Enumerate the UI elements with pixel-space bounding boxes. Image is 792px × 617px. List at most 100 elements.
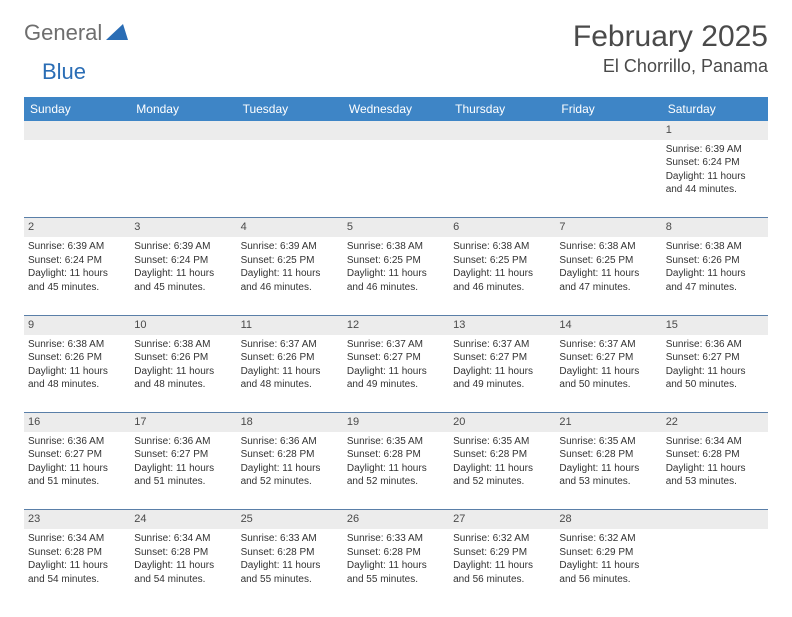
day-data-cell: Sunrise: 6:38 AMSunset: 6:25 PMDaylight:… xyxy=(343,237,449,315)
sunset-line: Sunset: 6:28 PM xyxy=(241,448,339,462)
daylight-line1: Daylight: 11 hours xyxy=(28,267,126,281)
daylight-line2: and 44 minutes. xyxy=(666,183,764,197)
daylight-line1: Daylight: 11 hours xyxy=(134,462,232,476)
sunrise-line: Sunrise: 6:37 AM xyxy=(241,338,339,352)
weekday-header: Friday xyxy=(555,97,661,121)
day-number-cell: 13 xyxy=(449,315,555,334)
sunrise-line: Sunrise: 6:34 AM xyxy=(134,532,232,546)
day-number-cell: 2 xyxy=(24,218,130,237)
sunrise-line: Sunrise: 6:34 AM xyxy=(28,532,126,546)
sunrise-line: Sunrise: 6:39 AM xyxy=(241,240,339,254)
daylight-line1: Daylight: 11 hours xyxy=(134,365,232,379)
brand-logo: General xyxy=(24,20,130,46)
sunset-line: Sunset: 6:27 PM xyxy=(134,448,232,462)
daylight-line2: and 48 minutes. xyxy=(28,378,126,392)
daylight-line2: and 52 minutes. xyxy=(347,475,445,489)
daylight-line1: Daylight: 11 hours xyxy=(559,267,657,281)
sunrise-line: Sunrise: 6:35 AM xyxy=(453,435,551,449)
sunset-line: Sunset: 6:27 PM xyxy=(559,351,657,365)
daylight-line2: and 47 minutes. xyxy=(666,281,764,295)
brand-part2: Blue xyxy=(42,59,86,84)
day-data-cell: Sunrise: 6:32 AMSunset: 6:29 PMDaylight:… xyxy=(449,529,555,607)
calendar-page: General February 2025 El Chorrillo, Pana… xyxy=(0,0,792,617)
day-data-cell: Sunrise: 6:39 AMSunset: 6:24 PMDaylight:… xyxy=(130,237,236,315)
weekday-header: Monday xyxy=(130,97,236,121)
sunset-line: Sunset: 6:26 PM xyxy=(241,351,339,365)
day-number-cell: 22 xyxy=(662,413,768,432)
sunset-line: Sunset: 6:26 PM xyxy=(666,254,764,268)
day-number-row: 232425262728 xyxy=(24,510,768,529)
day-data-cell: Sunrise: 6:38 AMSunset: 6:25 PMDaylight:… xyxy=(555,237,661,315)
sunrise-line: Sunrise: 6:38 AM xyxy=(28,338,126,352)
day-data-cell: Sunrise: 6:39 AMSunset: 6:24 PMDaylight:… xyxy=(662,140,768,218)
sunrise-line: Sunrise: 6:36 AM xyxy=(28,435,126,449)
daylight-line2: and 51 minutes. xyxy=(28,475,126,489)
day-number-cell: 17 xyxy=(130,413,236,432)
brand-part1: General xyxy=(24,20,102,46)
daylight-line1: Daylight: 11 hours xyxy=(347,559,445,573)
calendar-table: Sunday Monday Tuesday Wednesday Thursday… xyxy=(24,97,768,607)
daylight-line2: and 54 minutes. xyxy=(28,573,126,587)
sunset-line: Sunset: 6:27 PM xyxy=(666,351,764,365)
day-number-cell: 5 xyxy=(343,218,449,237)
day-data-cell: Sunrise: 6:35 AMSunset: 6:28 PMDaylight:… xyxy=(555,432,661,510)
daylight-line1: Daylight: 11 hours xyxy=(241,267,339,281)
day-number-cell xyxy=(343,121,449,140)
sunrise-line: Sunrise: 6:32 AM xyxy=(453,532,551,546)
sunset-line: Sunset: 6:26 PM xyxy=(134,351,232,365)
sunset-line: Sunset: 6:27 PM xyxy=(347,351,445,365)
sunrise-line: Sunrise: 6:33 AM xyxy=(347,532,445,546)
weekday-header: Tuesday xyxy=(237,97,343,121)
sunset-line: Sunset: 6:28 PM xyxy=(28,546,126,560)
sunrise-line: Sunrise: 6:35 AM xyxy=(559,435,657,449)
daylight-line2: and 50 minutes. xyxy=(666,378,764,392)
weekday-header: Thursday xyxy=(449,97,555,121)
day-data-cell xyxy=(237,140,343,218)
day-number-cell: 4 xyxy=(237,218,343,237)
day-data-cell: Sunrise: 6:38 AMSunset: 6:25 PMDaylight:… xyxy=(449,237,555,315)
sunset-line: Sunset: 6:29 PM xyxy=(453,546,551,560)
daylight-line1: Daylight: 11 hours xyxy=(453,462,551,476)
daylight-line2: and 50 minutes. xyxy=(559,378,657,392)
daylight-line1: Daylight: 11 hours xyxy=(134,267,232,281)
daylight-line1: Daylight: 11 hours xyxy=(453,267,551,281)
day-number-cell: 1 xyxy=(662,121,768,140)
sunrise-line: Sunrise: 6:36 AM xyxy=(134,435,232,449)
daylight-line2: and 55 minutes. xyxy=(347,573,445,587)
sunrise-line: Sunrise: 6:38 AM xyxy=(453,240,551,254)
daylight-line2: and 55 minutes. xyxy=(241,573,339,587)
daylight-line1: Daylight: 11 hours xyxy=(666,365,764,379)
day-data-cell: Sunrise: 6:37 AMSunset: 6:27 PMDaylight:… xyxy=(343,335,449,413)
weekday-header-row: Sunday Monday Tuesday Wednesday Thursday… xyxy=(24,97,768,121)
day-number-cell: 8 xyxy=(662,218,768,237)
day-number-cell: 27 xyxy=(449,510,555,529)
day-number-cell: 23 xyxy=(24,510,130,529)
daylight-line2: and 46 minutes. xyxy=(241,281,339,295)
day-data-cell: Sunrise: 6:37 AMSunset: 6:26 PMDaylight:… xyxy=(237,335,343,413)
day-number-row: 1 xyxy=(24,121,768,140)
daylight-line1: Daylight: 11 hours xyxy=(559,559,657,573)
day-number-row: 9101112131415 xyxy=(24,315,768,334)
day-number-cell: 24 xyxy=(130,510,236,529)
daylight-line1: Daylight: 11 hours xyxy=(559,365,657,379)
day-data-row: Sunrise: 6:34 AMSunset: 6:28 PMDaylight:… xyxy=(24,529,768,607)
day-number-cell: 11 xyxy=(237,315,343,334)
day-data-cell: Sunrise: 6:38 AMSunset: 6:26 PMDaylight:… xyxy=(662,237,768,315)
daylight-line2: and 53 minutes. xyxy=(559,475,657,489)
day-number-cell: 3 xyxy=(130,218,236,237)
day-number-cell xyxy=(24,121,130,140)
day-number-cell: 19 xyxy=(343,413,449,432)
day-data-cell: Sunrise: 6:36 AMSunset: 6:28 PMDaylight:… xyxy=(237,432,343,510)
sunrise-line: Sunrise: 6:36 AM xyxy=(666,338,764,352)
sunrise-line: Sunrise: 6:37 AM xyxy=(347,338,445,352)
day-number-cell: 10 xyxy=(130,315,236,334)
sunset-line: Sunset: 6:28 PM xyxy=(666,448,764,462)
sunrise-line: Sunrise: 6:38 AM xyxy=(666,240,764,254)
daylight-line1: Daylight: 11 hours xyxy=(559,462,657,476)
day-data-cell: Sunrise: 6:36 AMSunset: 6:27 PMDaylight:… xyxy=(24,432,130,510)
day-data-cell: Sunrise: 6:38 AMSunset: 6:26 PMDaylight:… xyxy=(24,335,130,413)
day-data-cell: Sunrise: 6:33 AMSunset: 6:28 PMDaylight:… xyxy=(237,529,343,607)
day-number-cell: 7 xyxy=(555,218,661,237)
daylight-line2: and 49 minutes. xyxy=(453,378,551,392)
sunrise-line: Sunrise: 6:38 AM xyxy=(559,240,657,254)
